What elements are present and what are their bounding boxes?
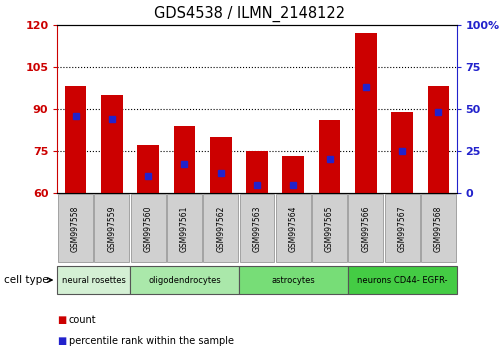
- Text: neural rosettes: neural rosettes: [62, 275, 126, 285]
- Text: neurons CD44- EGFR-: neurons CD44- EGFR-: [357, 275, 448, 285]
- Text: GSM997562: GSM997562: [216, 205, 225, 252]
- FancyBboxPatch shape: [58, 194, 93, 262]
- FancyBboxPatch shape: [57, 266, 130, 294]
- Text: GSM997566: GSM997566: [361, 205, 370, 252]
- Text: count: count: [69, 315, 96, 325]
- FancyBboxPatch shape: [348, 266, 457, 294]
- Text: GSM997559: GSM997559: [107, 205, 116, 252]
- FancyBboxPatch shape: [130, 266, 239, 294]
- Text: GSM997567: GSM997567: [398, 205, 407, 252]
- FancyBboxPatch shape: [240, 194, 274, 262]
- Bar: [319, 120, 340, 193]
- Text: GSM997565: GSM997565: [325, 205, 334, 252]
- FancyBboxPatch shape: [167, 194, 202, 262]
- Bar: [391, 112, 413, 193]
- Text: oligodendrocytes: oligodendrocytes: [148, 275, 221, 285]
- Text: GSM997563: GSM997563: [252, 205, 261, 252]
- FancyBboxPatch shape: [312, 194, 347, 262]
- Text: GSM997558: GSM997558: [71, 205, 80, 252]
- Bar: [428, 86, 449, 193]
- Text: percentile rank within the sample: percentile rank within the sample: [69, 336, 234, 346]
- Bar: [246, 151, 268, 193]
- Bar: [101, 95, 123, 193]
- FancyBboxPatch shape: [239, 266, 348, 294]
- FancyBboxPatch shape: [94, 194, 129, 262]
- Bar: [355, 33, 377, 193]
- Text: astrocytes: astrocytes: [271, 275, 315, 285]
- Bar: [282, 156, 304, 193]
- Text: GSM997560: GSM997560: [144, 205, 153, 252]
- Text: GSM997568: GSM997568: [434, 205, 443, 252]
- Text: ■: ■: [57, 336, 67, 346]
- Text: GDS4538 / ILMN_2148122: GDS4538 / ILMN_2148122: [154, 5, 345, 22]
- Text: ■: ■: [57, 315, 67, 325]
- FancyBboxPatch shape: [348, 194, 383, 262]
- Bar: [210, 137, 232, 193]
- FancyBboxPatch shape: [276, 194, 311, 262]
- FancyBboxPatch shape: [421, 194, 456, 262]
- Bar: [174, 126, 195, 193]
- Bar: [137, 145, 159, 193]
- FancyBboxPatch shape: [385, 194, 420, 262]
- FancyBboxPatch shape: [131, 194, 166, 262]
- FancyBboxPatch shape: [203, 194, 238, 262]
- Text: GSM997561: GSM997561: [180, 205, 189, 252]
- Text: cell type: cell type: [4, 275, 48, 285]
- Text: GSM997564: GSM997564: [289, 205, 298, 252]
- Bar: [65, 86, 86, 193]
